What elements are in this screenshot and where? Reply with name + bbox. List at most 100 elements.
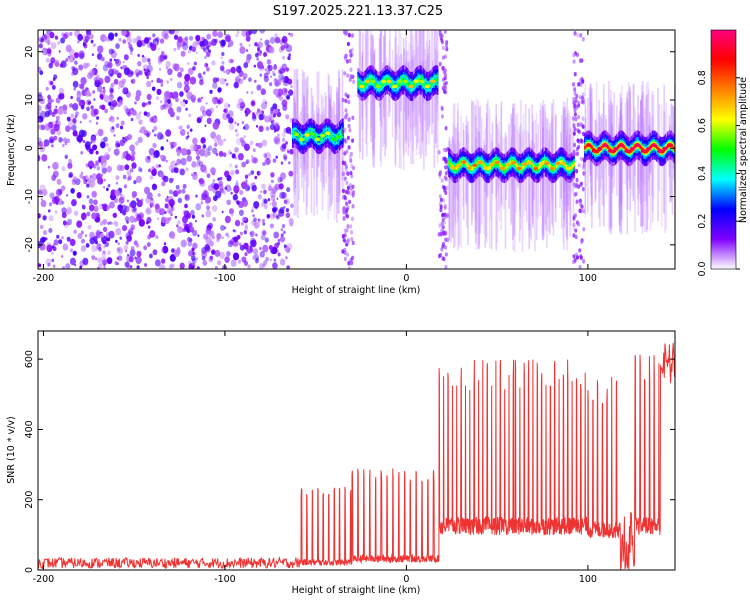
spectrogram-blob [249, 248, 254, 253]
spectrogram-blob [279, 207, 285, 214]
spectrogram-band-cell [539, 163, 542, 168]
spectrogram-peak [560, 161, 566, 166]
spectrogram-blob [49, 60, 54, 66]
spectrogram-blob [274, 207, 278, 211]
spectrogram-leak [373, 51, 375, 168]
spectrogram-blob [164, 91, 170, 99]
spectrogram-blob [91, 212, 97, 220]
spectrogram-blob [185, 136, 189, 140]
spectrogram-blob [222, 112, 229, 121]
spectrogram-blob [249, 230, 255, 238]
spectrogram-blob [128, 42, 131, 45]
spectrogram-blob [258, 125, 264, 133]
spectrogram-blob [104, 108, 108, 114]
spectrogram-blob [197, 72, 202, 78]
spectrogram-blob [38, 124, 44, 130]
spectrogram-blob [88, 69, 96, 78]
spectrogram-blob [119, 164, 125, 172]
spectrogram-leak [641, 81, 644, 169]
spectrogram-leak [298, 116, 300, 201]
colorbar-tick-label: 0.0 [697, 261, 708, 276]
spectrogram-blob [345, 228, 349, 233]
spectrogram-blob [168, 216, 172, 221]
spectrogram-blob [259, 251, 265, 258]
spectrogram-blob [43, 34, 48, 40]
spectrogram-peak [330, 137, 336, 141]
spectrogram-blob [244, 252, 248, 257]
spectrogram-blob [148, 61, 151, 65]
spectrogram-blob [119, 125, 124, 130]
spectrogram-blob [196, 159, 201, 165]
spectrogram-blob [343, 137, 347, 143]
spectrogram-blob [61, 266, 66, 269]
spectrogram-blob [115, 181, 119, 185]
spectrogram-blob [96, 80, 101, 87]
spectrogram-blob [260, 190, 263, 193]
spectrogram-blob [39, 97, 45, 105]
spectrogram-blob [117, 86, 120, 90]
spectrogram-blob [581, 36, 585, 42]
spectrogram-blob [224, 34, 231, 42]
spectrogram-band-cell [294, 130, 296, 135]
spectrogram-blob [173, 30, 180, 35]
spectrogram-blob [343, 151, 347, 156]
spectrogram-blob [286, 187, 291, 193]
spectrogram-blob [275, 79, 282, 86]
spectrogram-blob [70, 126, 73, 130]
spectrogram-blob [237, 152, 244, 161]
spectrogram-blob [288, 161, 291, 165]
spectrogram-blob [66, 138, 70, 144]
spectrogram-leak [618, 124, 621, 225]
spectrogram-blob [283, 230, 286, 234]
spectrogram-band-cell [596, 149, 598, 154]
spectrogram-leak [546, 128, 548, 249]
spectrogram-blob [346, 41, 350, 47]
spectrogram-blob [236, 200, 240, 205]
spectrogram-blob [203, 190, 210, 198]
spectrogram-blob [239, 105, 244, 112]
spectrogram-blob [238, 242, 242, 246]
spectrogram-blob [437, 232, 441, 237]
spectrogram-blob [441, 256, 445, 261]
spectrogram-blob [162, 102, 169, 110]
spectrogram-blob [582, 227, 586, 232]
spectrogram-blob [185, 167, 189, 172]
spectrogram-blob [253, 64, 257, 68]
spectrogram-blob [572, 182, 576, 187]
spectrogram-blob [221, 52, 225, 57]
spectrogram-blob [71, 198, 77, 207]
spectrogram-blob [145, 102, 148, 106]
spectrogram-blob [265, 256, 269, 262]
spectrogram-blob [243, 230, 248, 235]
spectrogram-blob [131, 107, 134, 111]
spectrogram-blob [243, 62, 249, 69]
spectrogram-blob [103, 266, 106, 269]
spectrogram-band-cell [650, 144, 653, 149]
spectrogram-band-cell [481, 161, 484, 166]
spectrogram-blob [122, 224, 128, 232]
spectrogram-leak [584, 119, 587, 214]
spectrogram-band-cell [510, 160, 512, 165]
spectrogram-blob [286, 95, 290, 100]
spectrogram-blob [351, 165, 355, 171]
spectrogram-blob [276, 136, 281, 142]
spectrogram-leak [421, 62, 424, 141]
spectrogram-blob [72, 67, 79, 76]
spectrogram-peak [538, 161, 544, 166]
spectrogram-blob [203, 189, 208, 195]
spectrogram-leak [434, 48, 437, 144]
spectrogram-blob [273, 88, 279, 96]
spectrogram-blob [196, 266, 200, 269]
spectrogram-blob [255, 206, 258, 210]
spectrogram-blob [257, 218, 260, 222]
spectrogram-blob [152, 249, 158, 256]
spectrogram-blob [136, 213, 140, 218]
spectrogram-blob [345, 164, 349, 169]
spectrogram-blob [148, 253, 153, 259]
spectrogram-blob [195, 203, 202, 211]
spectrogram-blob [441, 66, 445, 71]
spectrogram-blob [124, 164, 130, 171]
spectrogram-blob [80, 151, 84, 155]
spectrogram-leak [323, 108, 326, 191]
